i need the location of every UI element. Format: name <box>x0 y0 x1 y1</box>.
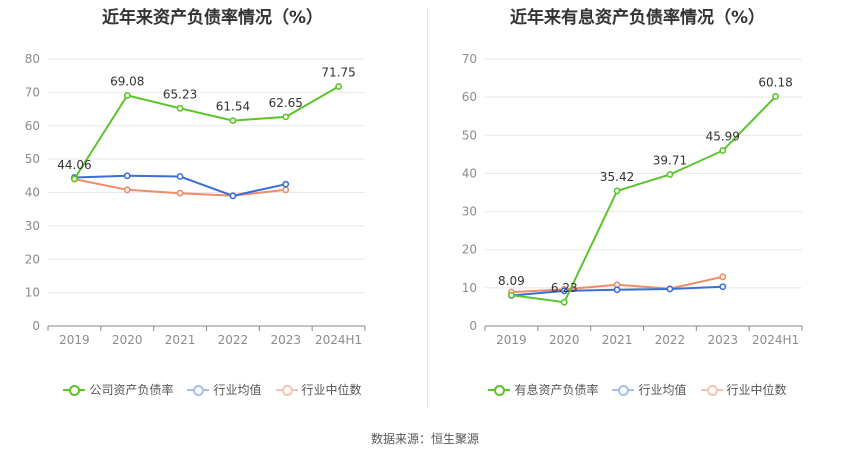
legend-marker-icon <box>700 384 723 396</box>
legend-label: 行业中位数 <box>726 383 787 397</box>
y-tick-label: 40 <box>462 166 477 180</box>
y-tick-label: 30 <box>25 219 40 233</box>
legend-item-company[interactable]: 有息资产负债率 <box>488 381 598 398</box>
data-label: 65.23 <box>163 87 197 101</box>
legend-item-industry-mean[interactable]: 行业均值 <box>612 381 687 398</box>
data-label: 71.75 <box>321 66 355 80</box>
legend-item-industry-median[interactable]: 行业中位数 <box>275 381 362 398</box>
data-label: 61.54 <box>216 100 250 114</box>
data-point <box>282 186 290 194</box>
series-line <box>511 95 777 304</box>
chart-title: 近年来资产负债率情况（%） <box>101 8 324 28</box>
data-point <box>282 113 290 121</box>
legend-marker-icon <box>275 384 298 396</box>
data-point <box>666 171 674 178</box>
chart-title: 近年来有息资产负债率情况（%） <box>509 8 766 28</box>
data-label: 44.06 <box>57 158 91 172</box>
data-label: 8.09 <box>498 274 525 288</box>
y-tick-label: 60 <box>25 119 40 133</box>
data-point <box>123 186 131 194</box>
legend: 公司资产负债率 行业均值 行业中位数 <box>0 381 425 398</box>
y-tick-label: 50 <box>462 128 477 142</box>
x-tick-label: 2019 <box>496 333 527 347</box>
data-label: 45.99 <box>706 130 740 144</box>
data-point <box>176 189 184 197</box>
data-point <box>123 92 131 99</box>
y-tick-label: 10 <box>462 281 477 295</box>
data-label: 62.65 <box>269 96 303 110</box>
y-tick-label: 70 <box>462 52 477 66</box>
data-label: 69.08 <box>110 74 144 88</box>
y-tick-label: 10 <box>25 286 40 300</box>
x-tick-label: 2024H1 <box>315 333 362 347</box>
line-chart: 0 10 20 30 40 50 60 70 2019 2020 2021 2022 2023 2024H… <box>462 52 803 347</box>
legend-item-industry-median[interactable]: 行业中位数 <box>700 381 787 398</box>
legend-label: 行业均值 <box>213 383 262 397</box>
y-tick-label: 60 <box>462 90 477 104</box>
legend-label: 有息资产负债率 <box>514 383 599 397</box>
data-point <box>613 286 621 294</box>
y-tick-label: 0 <box>32 319 40 333</box>
x-tick-label: 2021 <box>602 333 633 347</box>
legend: 有息资产负债率 行业均值 行业中位数 <box>425 381 850 398</box>
x-tick-label: 2024H1 <box>752 333 799 347</box>
panel-divider <box>427 8 428 408</box>
line-chart: 0 10 20 30 40 50 60 70 80 2019 2020 2021 2022 2023 202… <box>25 52 366 347</box>
data-point <box>71 175 78 183</box>
data-source: 数据来源：恒生聚源 <box>370 432 479 446</box>
chart-panel-right: 近年来有息资产负债率情况（%） 0 10 20 30 40 50 60 70 2019 2020 2… <box>425 0 850 420</box>
data-point <box>229 117 237 125</box>
x-tick-label: 2019 <box>59 333 90 347</box>
data-label: 60.18 <box>758 75 792 89</box>
legend-item-company[interactable]: 公司资产负债率 <box>63 381 173 398</box>
chart-panel-left: 近年来资产负债率情况（%） 0 10 20 30 40 50 60 70 80 2019 2020 2… <box>0 0 425 420</box>
data-label: 39.71 <box>653 154 687 168</box>
data-point <box>560 287 568 295</box>
data-point <box>772 93 779 100</box>
data-point <box>508 291 515 299</box>
data-point <box>719 273 727 281</box>
data-point <box>176 104 184 112</box>
legend-label: 行业中位数 <box>301 383 362 397</box>
data-point <box>335 83 342 90</box>
data-point <box>666 285 674 293</box>
y-tick-label: 0 <box>469 319 477 333</box>
legend-item-industry-mean[interactable]: 行业均值 <box>187 381 262 398</box>
x-tick-label: 2022 <box>655 333 686 347</box>
legend-marker-icon <box>612 384 635 396</box>
x-tick-label: 2023 <box>707 333 738 347</box>
y-tick-label: 70 <box>25 85 40 99</box>
data-point <box>719 283 727 291</box>
legend-label: 公司资产负债率 <box>89 383 174 397</box>
y-tick-label: 40 <box>25 186 40 200</box>
y-tick-label: 20 <box>462 243 477 257</box>
data-point <box>719 147 727 154</box>
data-point <box>123 172 131 180</box>
y-tick-label: 50 <box>25 152 40 166</box>
legend-marker-icon <box>488 384 511 396</box>
data-point <box>282 180 290 188</box>
y-tick-label: 20 <box>25 252 40 266</box>
y-tick-label: 30 <box>462 205 477 219</box>
y-tick-label: 80 <box>25 52 40 66</box>
x-tick-label: 2021 <box>165 333 196 347</box>
data-point <box>176 173 184 180</box>
data-label: 6.23 <box>551 281 578 295</box>
data-point <box>560 298 568 306</box>
data-label: 35.42 <box>600 170 634 184</box>
x-tick-label: 2023 <box>270 333 301 347</box>
legend-marker-icon <box>63 384 86 396</box>
data-point <box>229 192 237 200</box>
series-line <box>73 85 340 180</box>
data-point <box>613 187 621 195</box>
x-tick-label: 2020 <box>549 333 580 347</box>
legend-marker-icon <box>187 384 210 396</box>
x-tick-label: 2022 <box>218 333 249 347</box>
legend-label: 行业均值 <box>638 383 687 397</box>
x-tick-label: 2020 <box>112 333 143 347</box>
